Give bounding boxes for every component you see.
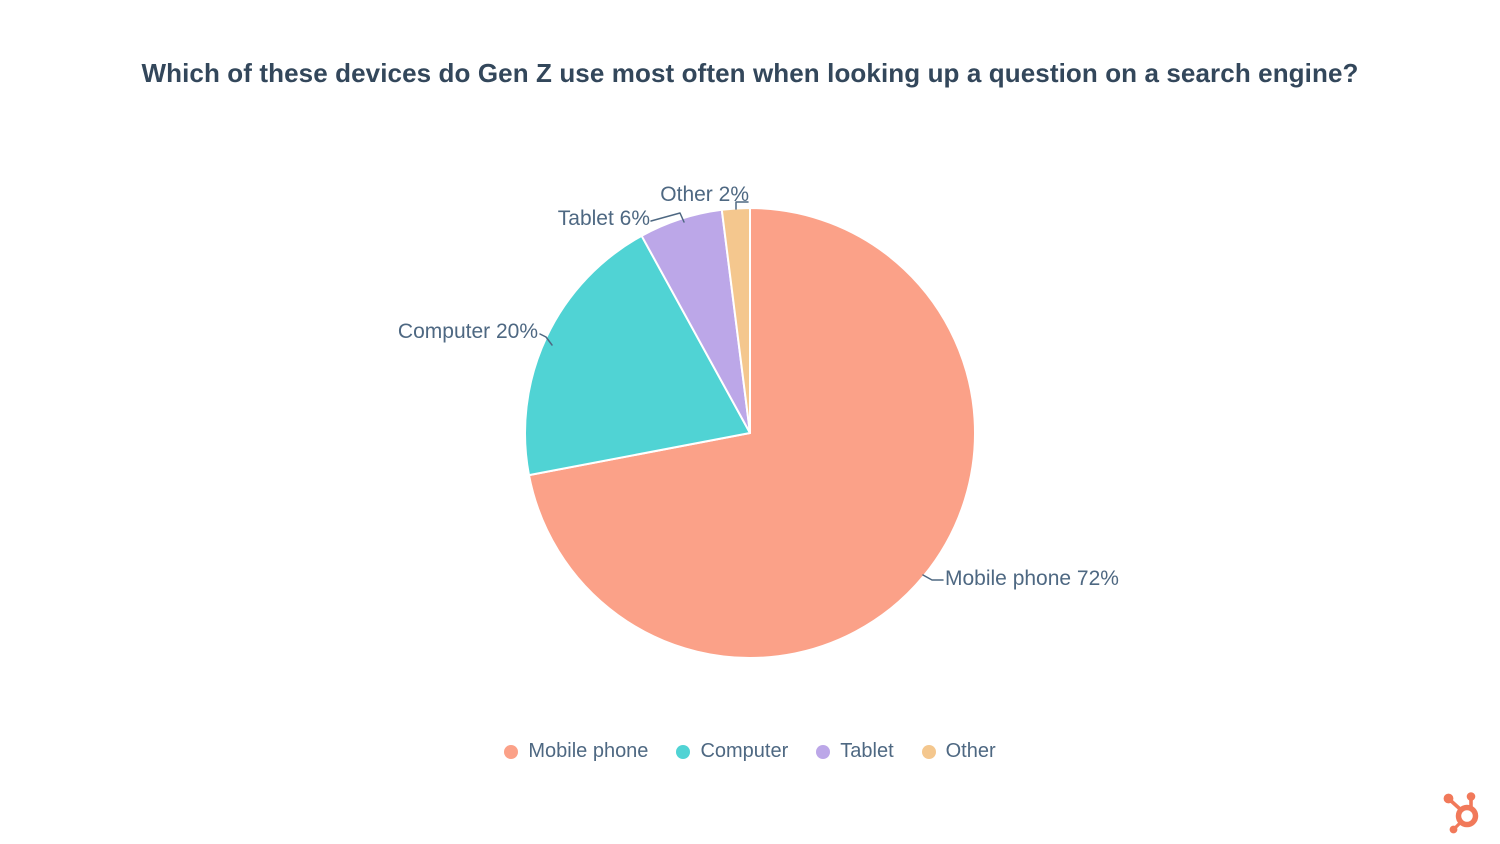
legend-dot-computer xyxy=(676,744,691,759)
hubspot-logo xyxy=(1443,792,1479,834)
legend-dot-mobile-phone xyxy=(504,744,519,759)
slice-callout-computer: Computer 20% xyxy=(397,320,538,343)
leader-lines xyxy=(539,201,944,581)
pie-slices xyxy=(524,206,976,659)
leader-line-tablet xyxy=(650,212,685,223)
chart-title: Which of these devices do Gen Z use most… xyxy=(141,58,1359,88)
leader-line-computer xyxy=(539,333,553,346)
slice-callout-tablet: Tablet 6% xyxy=(557,207,650,230)
slice-callout-mobile-phone: Mobile phone 72% xyxy=(945,567,1119,590)
legend-label: Tablet xyxy=(840,740,894,762)
leader-line-other xyxy=(735,201,749,210)
legend-dot-other xyxy=(921,744,936,759)
leader-line-mobile-phone xyxy=(922,574,944,581)
legend-label: Mobile phone xyxy=(528,740,649,762)
legend-dot-tablet xyxy=(816,744,831,759)
legend-label: Other xyxy=(945,740,996,762)
legend-label: Computer xyxy=(700,740,789,762)
legend-item-other[interactable]: Other xyxy=(921,740,996,763)
chart-legend: Mobile phone Computer Tablet Other xyxy=(0,740,1500,763)
legend-item-mobile-phone[interactable]: Mobile phone xyxy=(504,740,648,763)
legend-item-computer[interactable]: Computer xyxy=(676,740,788,763)
pie-slice-mobile-phone[interactable] xyxy=(527,207,976,659)
hubspot-sprocket-icon xyxy=(1443,792,1479,834)
slice-callout-other: Other 2% xyxy=(660,183,749,206)
legend-item-tablet[interactable]: Tablet xyxy=(816,740,894,763)
